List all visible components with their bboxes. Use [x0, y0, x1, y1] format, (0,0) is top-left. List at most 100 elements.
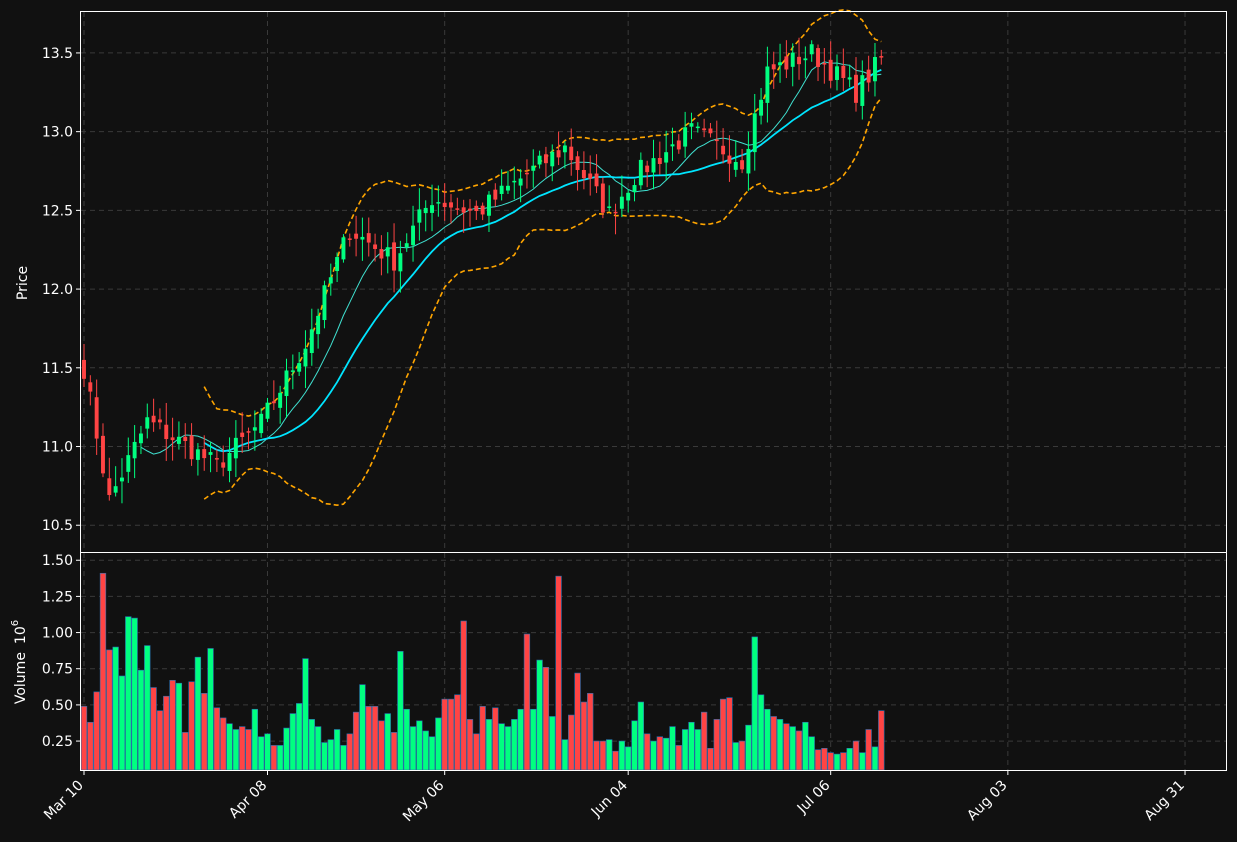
candle-body	[398, 253, 403, 272]
candle-body	[575, 156, 580, 171]
candle-body	[145, 417, 150, 429]
candle-body	[354, 233, 359, 239]
candle-body	[132, 441, 137, 459]
volume-bar	[504, 726, 512, 771]
volume-bar	[264, 733, 271, 771]
candle-body	[537, 155, 542, 165]
candle-body	[107, 478, 112, 495]
volume-bar	[681, 729, 689, 771]
candle-body	[474, 205, 479, 212]
candle-body	[265, 402, 270, 419]
candle-body	[816, 48, 820, 67]
volume-bar	[416, 720, 423, 771]
volume-bar	[511, 719, 518, 771]
candle-body	[120, 477, 124, 482]
candles	[82, 37, 884, 504]
candle-body	[721, 145, 726, 155]
price-tick-label: 10.5	[42, 518, 73, 534]
volume-tick-label: 1.25	[42, 589, 73, 605]
volume-bar	[833, 753, 841, 771]
candle-body	[233, 437, 238, 459]
volume-bar	[637, 701, 644, 771]
volume-bar	[327, 739, 334, 771]
volume-bar	[580, 701, 588, 771]
volume-bar	[713, 719, 720, 771]
volume-bar	[232, 729, 240, 771]
volume-bar	[365, 706, 372, 771]
volume-bar	[378, 720, 385, 771]
price-tick-label: 12.5	[42, 203, 73, 219]
volume-bar	[694, 729, 701, 771]
candle-body	[449, 202, 453, 208]
volume-bar	[321, 742, 328, 771]
candle-body	[879, 56, 884, 58]
volume-bar	[239, 726, 246, 771]
candle-body	[461, 207, 466, 213]
volume-bar	[745, 724, 752, 771]
volume-bar	[333, 729, 341, 771]
volume-tick-label: 0.50	[42, 698, 73, 714]
candle-body	[645, 165, 650, 173]
candle-body	[316, 315, 321, 335]
candle-body	[683, 127, 688, 147]
candle-body	[556, 150, 561, 158]
candle-body	[322, 285, 327, 321]
price-tick-label: 13.5	[42, 46, 73, 62]
volume-bar	[87, 721, 94, 771]
candle-body	[335, 257, 340, 272]
volume-bar	[530, 708, 537, 771]
volume-tick-label: 0.25	[42, 734, 73, 750]
volume-bar	[473, 733, 480, 771]
volume-axis-title: Volume 106	[10, 620, 29, 704]
volume-bar	[308, 719, 315, 771]
price-tick-label: 13.0	[42, 125, 73, 141]
volume-bar	[840, 752, 847, 771]
candle-body	[252, 427, 257, 431]
candle-body	[518, 178, 523, 186]
volume-bar	[726, 697, 733, 771]
candle-body	[752, 113, 757, 153]
volume-bar	[859, 752, 866, 771]
volume-bar	[542, 666, 550, 771]
volume-bar	[574, 672, 581, 771]
volume-bar	[466, 719, 474, 771]
volume-bar	[112, 646, 119, 771]
volume-tick-label: 1.00	[42, 626, 73, 642]
candle-body	[607, 206, 612, 208]
volume-bar	[460, 620, 467, 771]
candle-body	[176, 436, 181, 444]
candle-body	[803, 58, 808, 61]
volume-bar	[428, 736, 436, 771]
volume-panel-frame	[80, 552, 1227, 771]
candle-body	[360, 236, 365, 240]
volume-bars	[80, 572, 885, 771]
candle-body	[341, 237, 346, 260]
volume-bar	[821, 747, 828, 771]
fast-moving-average-line	[140, 61, 882, 455]
volume-bar	[675, 745, 682, 771]
candle-body	[727, 155, 732, 164]
candle-body	[828, 59, 833, 81]
volume-bar	[207, 648, 214, 771]
candle-body	[138, 433, 143, 444]
candle-body	[759, 99, 764, 116]
candle-body	[860, 75, 865, 106]
volume-bar	[435, 717, 442, 771]
volume-bar	[277, 745, 284, 771]
candle-body	[708, 128, 713, 134]
price-axis-title: Price	[15, 266, 31, 300]
volume-bar	[783, 723, 790, 771]
volume-bar	[738, 740, 746, 771]
volume-bar	[498, 723, 505, 771]
volume-bar	[878, 710, 885, 771]
candle-body	[847, 77, 852, 80]
volume-bar	[340, 745, 347, 771]
volume-bar	[808, 736, 815, 771]
volume-bar	[156, 710, 164, 771]
volume-bar	[479, 706, 486, 771]
volume-bar	[707, 747, 714, 771]
slow-moving-average-line	[203, 68, 882, 453]
volume-bar	[669, 726, 676, 771]
candle-body	[505, 185, 510, 191]
volume-bar	[131, 617, 138, 771]
